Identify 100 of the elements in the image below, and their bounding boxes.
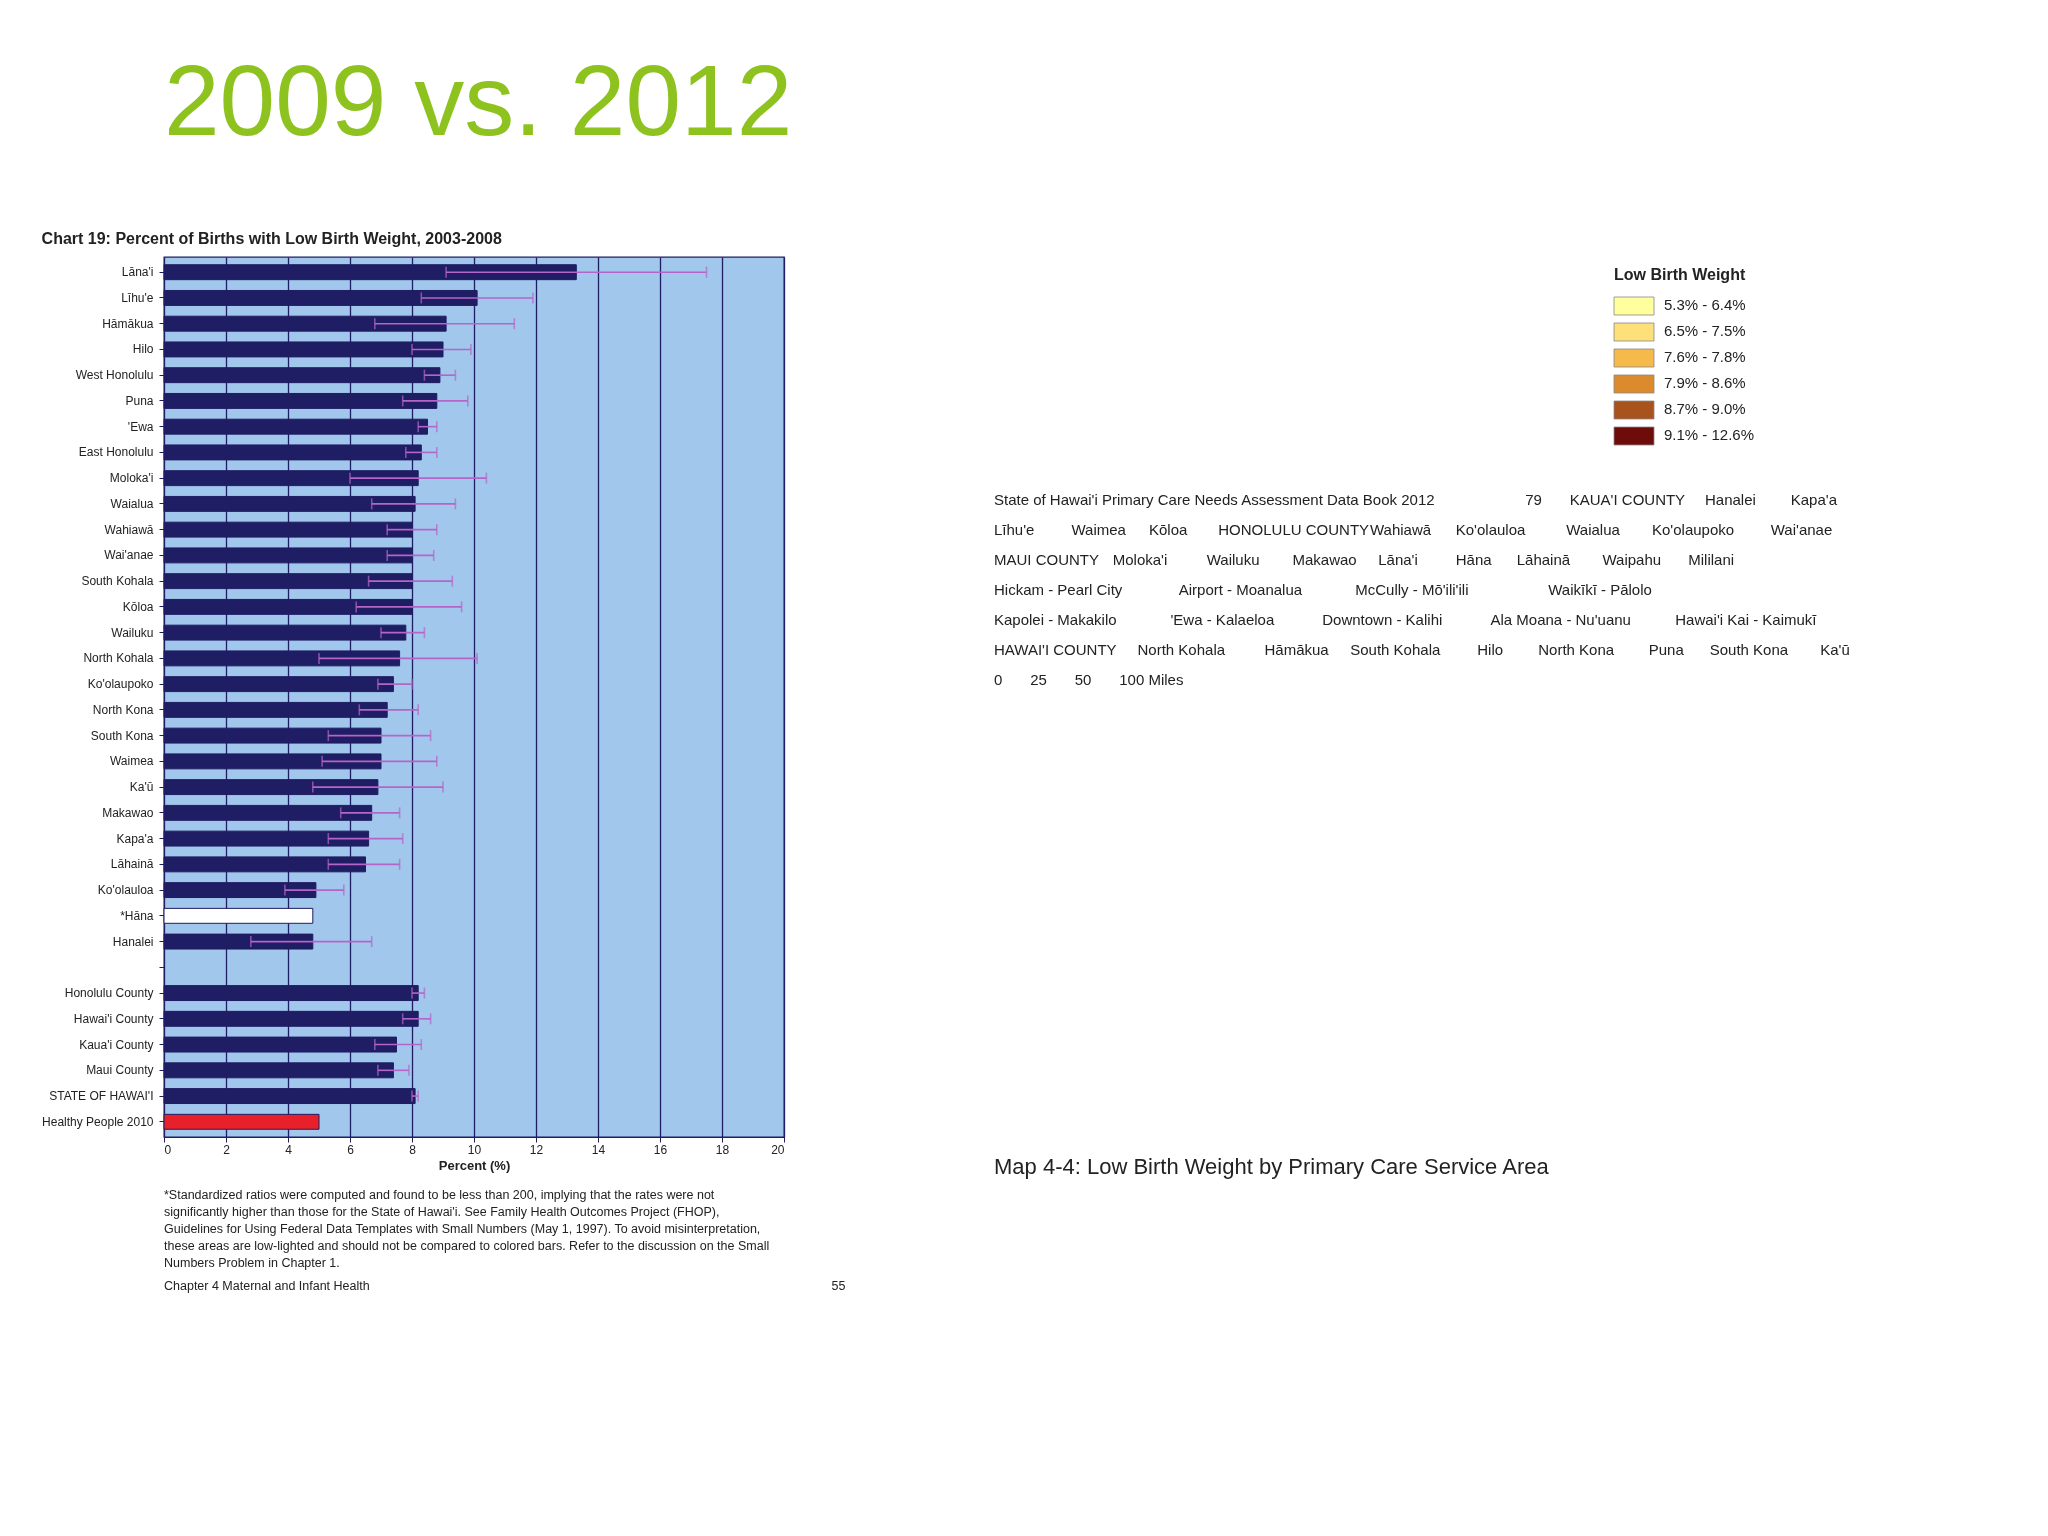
category-label: 7.9% - 8.6% [1664,374,1746,391]
text: Wahiawā [1370,521,1432,538]
y-tick-label: Ka'ū [129,780,154,795]
y-tick-label: Maui County [86,1063,154,1078]
x-tick-label: 12 [529,1142,544,1157]
y-tick-label: Healthy People 2010 [42,1114,154,1129]
y-tick-label: Waialua [110,496,154,511]
x-tick-label: 0 [164,1142,172,1157]
y-tick-label: Honolulu County [64,986,154,1001]
category-label: 8.7% - 9.0% [1664,400,1746,417]
text: 100 Miles [1119,671,1184,688]
text: Kapolei - Makakilo [994,611,1117,628]
text: Hāna [1455,551,1493,568]
text: 55 [831,1279,846,1293]
y-tick-label: South Kona [90,728,154,743]
legend-title: Low Birth Weight [1614,266,1746,283]
x-tick-label: 14 [591,1142,606,1157]
text: Lāhainā [1516,551,1571,568]
y-tick-label: Moloka'i [109,471,154,486]
x-axis-title: Percent (%) [438,1157,511,1173]
text: HAWAI'I COUNTY [994,641,1117,658]
y-tick-label: Lāhainā [110,857,154,872]
y-tick-label: Wailuku [111,625,154,640]
y-tick-label: 'Ewa [127,419,154,434]
x-tick-label: 8 [409,1142,417,1157]
text: Airport - Moanalua [1178,581,1303,598]
text: McCully - Mō'ili'ili [1355,581,1469,598]
y-tick-label: Kōloa [122,599,154,614]
y-tick-label: Hawai'i County [73,1011,154,1026]
y-tick-label: Makawao [102,805,154,820]
text: Moloka'i [1112,551,1168,568]
text: North Kohala [1137,641,1226,658]
text: South Kohala [1350,641,1441,658]
text: HONOLULU COUNTY [1218,521,1370,538]
y-tick-label: Wai'anae [104,548,154,563]
y-tick-label: Ko'olauloa [97,883,154,898]
text: 50 [1074,671,1092,688]
text: Hanalei [1705,491,1756,508]
y-tick-label: North Kona [92,702,154,717]
chart-title: Chart 19: Percent of Births with Low Birth Weight, 2003-2008 [41,230,502,247]
text: KAUA'I COUNTY [1569,491,1686,508]
y-tick-label: Waimea [109,754,154,769]
x-tick-label: 10 [467,1142,482,1157]
text: Hāmākua [1264,641,1330,658]
x-tick-label: 4 [285,1142,293,1157]
text: Mililani [1688,551,1735,568]
text: 79 [1525,491,1542,508]
y-tick-label: Kaua'i County [79,1037,154,1052]
text: Kōloa [1149,521,1189,538]
text: Makawao [1292,551,1357,568]
text: Kapa'a [1790,491,1838,508]
text: Waipahu [1602,551,1662,568]
text: Puna [1648,641,1685,658]
y-tick-label: Hanalei [112,934,154,949]
y-tick-label: East Honolulu [78,445,154,460]
x-tick-label: 18 [715,1142,730,1157]
text: South Kona [1709,641,1789,658]
y-tick-label: Puna [125,393,154,408]
x-tick-label: 6 [347,1142,355,1157]
text: Hickam - Pearl City [994,581,1123,598]
text: *Standardized ratios were computed and found to be less than 200, implying that the rates were not significantly higher than those for the State of Hawai'i. See Family Health Outcomes Project (FHOP), Guidelines for Using Federal Data Templates with Small Numbers (May 1, 1997). To avoid misinterpretation, these areas are low-lighted and should not be compared to colored bars. Refer to the discussion on the Small Numbers Problem in Chapter 1. [164,1188,770,1270]
text: North Kona [1538,641,1615,658]
y-tick-label: Hilo [132,342,154,357]
y-tick-label: Kapa'a [116,831,154,846]
category-label: 7.6% - 7.8% [1664,348,1746,365]
y-tick-label: South Kohala [81,574,154,589]
text: Hilo [1477,641,1504,658]
x-tick-label: 20 [771,1142,785,1157]
text: 25 [1030,671,1047,688]
y-tick-label: Wahiawā [104,522,154,537]
category-label: 5.3% - 6.4% [1664,296,1746,313]
y-tick-label: STATE OF HAWAI'I [49,1089,154,1104]
text: Waialua [1566,521,1621,538]
text: Ko'olaupoko [1652,521,1735,538]
text: Ko'olauloa [1455,521,1526,538]
x-tick-label: 2 [223,1142,231,1157]
text: Chapter 4 Maternal and Infant Health [164,1279,370,1293]
y-tick-label: Ko'olaupoko [87,677,154,692]
text: Līhu'e [994,521,1035,538]
text: 2009 vs. 2012 [164,44,793,156]
y-tick-label: West Honolulu [75,368,154,383]
text: Ka'ū [1820,641,1850,658]
text: 0 [994,671,1003,688]
x-tick-label: 16 [653,1142,668,1157]
y-tick-label: Hāmākua [102,316,154,331]
text: Ala Moana - Nu'uanu [1490,611,1631,628]
y-tick-label: Līhu'e [121,290,154,305]
y-tick-label: North Kohala [83,651,154,666]
text: Lāna'i [1378,551,1418,568]
text: Downtown - Kalihi [1322,611,1443,628]
text: State of Hawai'i Primary Care Needs Assessment Data Book 2012 [994,491,1435,508]
text: Map 4-4: Low Birth Weight by Primary Care Service Area [994,1154,1550,1179]
text: Waikīkī - Pālolo [1548,581,1652,598]
text: Waimea [1071,521,1127,538]
text: MAUI COUNTY [994,551,1099,568]
text: 'Ewa - Kalaeloa [1170,611,1275,628]
category-label: 6.5% - 7.5% [1664,322,1746,339]
text: Wai'anae [1770,521,1833,538]
y-tick-label: Lāna'i [121,265,154,280]
category-label: 9.1% - 12.6% [1664,426,1755,443]
